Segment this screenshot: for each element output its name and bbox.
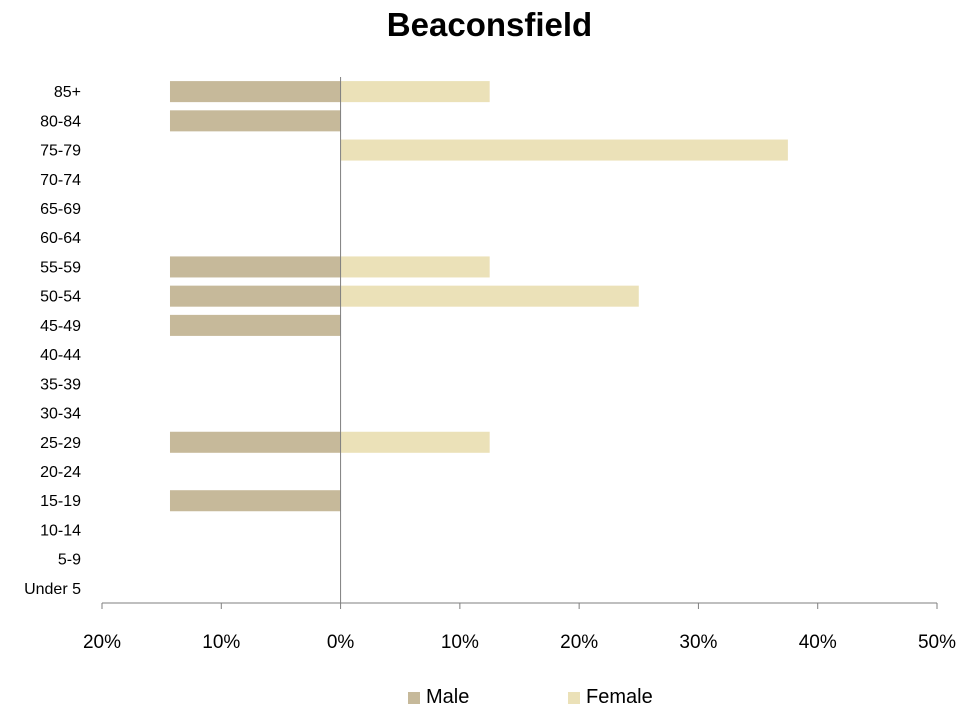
legend-item-male: Male [408,686,469,709]
bar-female [340,81,490,103]
x-tick-label: 10% [202,632,240,653]
x-tick-label: 50% [918,632,956,653]
bar-female [340,256,490,278]
category-labels: 85+ 80-84 75-79 70-74 65-69 60-64 55-59 50-54 45… [24,84,81,598]
bars-layer [169,81,788,512]
category-label: 25-29 [40,435,81,452]
x-tick-label: 20% [83,632,121,653]
category-label: 60-64 [40,230,81,247]
x-tick-label: 0% [327,632,355,653]
category-label: 15-19 [40,493,81,510]
x-tick-label: 30% [679,632,717,653]
category-label: 20-24 [40,464,81,481]
legend: Male Female [0,686,979,710]
category-label: 65-69 [40,201,81,218]
category-label: 10-14 [40,522,81,539]
category-label: 75-79 [40,143,81,160]
legend-item-female: Female [568,686,653,709]
x-tick-label: 20% [560,632,598,653]
bar-male [169,256,341,278]
legend-label-male: Male [426,686,470,708]
axis-layer [101,77,938,609]
category-label: 45-49 [40,318,81,335]
category-label: 40-44 [40,347,81,364]
bar-male [169,285,341,307]
category-label: 70-74 [40,172,81,189]
category-label: 50-54 [40,289,81,306]
bar-male [169,110,341,132]
category-label: Under 5 [24,581,81,598]
legend-swatch-female [568,691,580,704]
x-tick-label: 40% [799,632,837,653]
category-label: 80-84 [40,113,81,130]
x-tick-label: 10% [441,632,479,653]
bar-male [169,314,341,336]
category-label: 55-59 [40,259,81,276]
bar-male [169,490,341,512]
x-tick-labels: 20% 10% 0% 10% 20% 30% 40% 50% [83,632,956,653]
legend-swatch-male [408,691,420,704]
chart-title: Beaconsfield [386,6,593,43]
category-label: 35-39 [40,376,81,393]
bar-female [340,431,490,453]
bar-female [340,139,788,161]
bar-female [340,285,639,307]
category-label: 85+ [54,84,81,101]
category-label: 30-34 [40,406,81,423]
bar-male [169,81,341,103]
category-label: 5-9 [58,552,81,569]
legend-label-female: Female [586,686,653,708]
bar-male [169,431,341,453]
